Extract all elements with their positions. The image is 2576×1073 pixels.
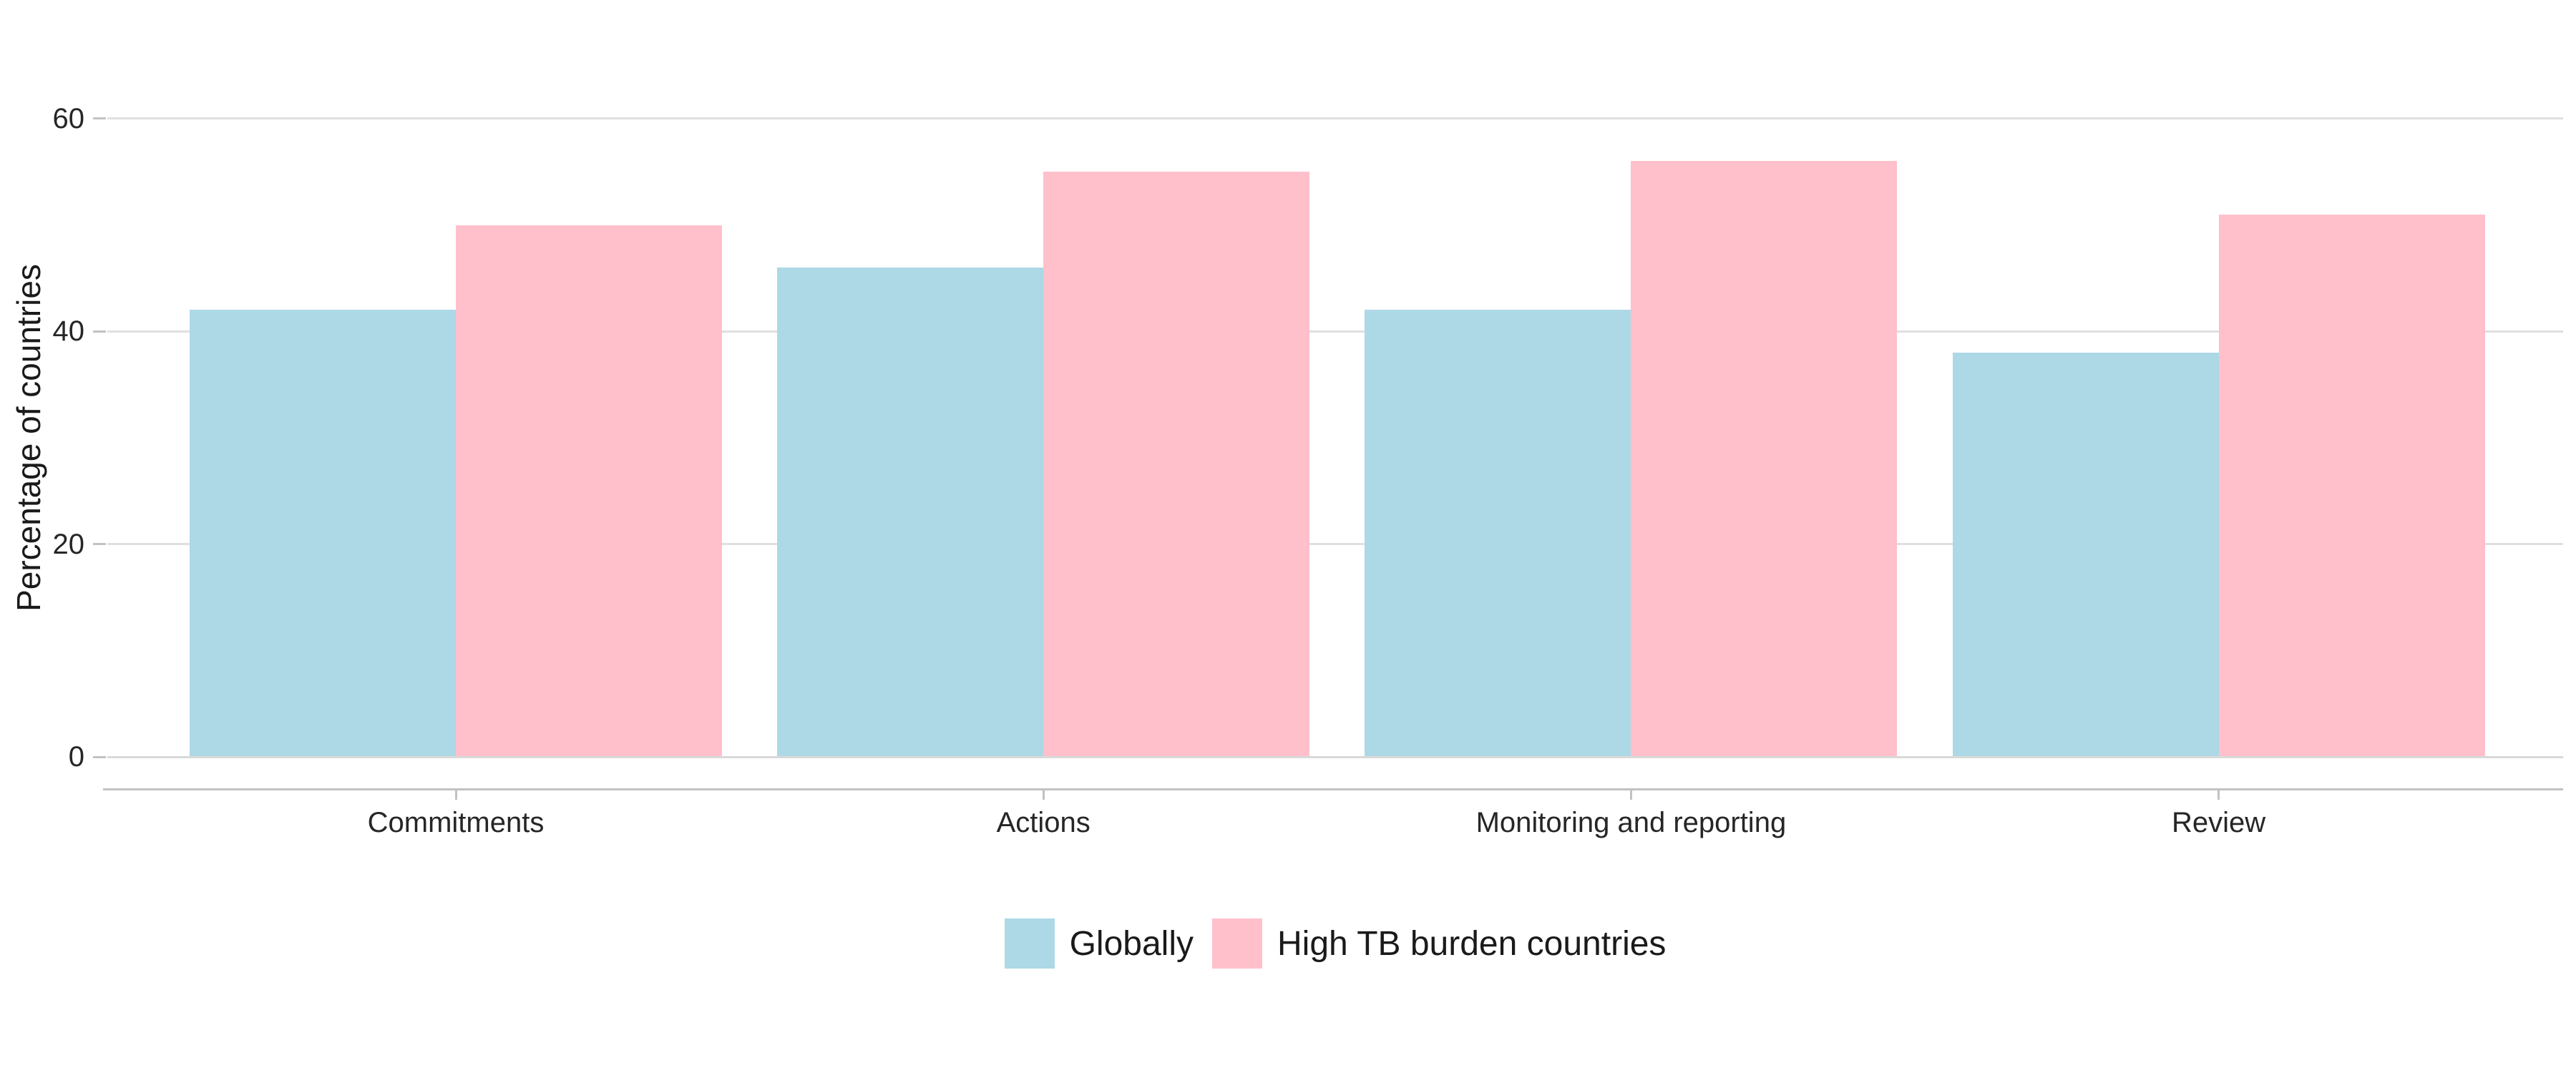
legend: Globally High TB burden countries (107, 917, 2563, 970)
gridline-40 (107, 330, 2563, 333)
y-axis-title: Percentage of countries (10, 264, 47, 612)
gridline-0 (107, 755, 2563, 758)
x-axis-label-review: Review (2172, 807, 2266, 838)
bar-high-tb-burden-countries-actions (1043, 172, 1310, 757)
y-tick-mark-40 (93, 330, 106, 333)
bar-globally-monitoring-and-reporting (1365, 310, 1631, 757)
legend-item-globally: Globally (1004, 918, 1194, 969)
x-tick-mark-review (2218, 788, 2220, 800)
bar-globally-actions (777, 267, 1044, 757)
gridline-60 (107, 117, 2563, 120)
x-axis-label-monitoring-and-reporting: Monitoring and reporting (1475, 807, 1787, 838)
y-tick-label-60: 60 (52, 102, 85, 134)
y-tick-label-40: 40 (52, 315, 85, 348)
bar-high-tb-burden-countries-review (2218, 214, 2485, 757)
y-tick-mark-20 (93, 543, 106, 546)
y-tick-mark-60 (93, 117, 106, 120)
x-tick-mark-commitments (454, 788, 457, 800)
legend-label-high-tb-burden-countries: High TB burden countries (1277, 924, 1667, 963)
bar-high-tb-burden-countries-monitoring-and-reporting (1631, 161, 1898, 757)
bar-high-tb-burden-countries-commitments (456, 225, 722, 757)
bar-globally-review (1952, 352, 2219, 757)
y-tick-mark-0 (93, 755, 106, 758)
y-tick-label-20: 20 (52, 528, 85, 560)
gridline-20 (107, 543, 2563, 546)
bar-globally-commitments (190, 310, 456, 757)
legend-key-high-tb-burden-countries (1212, 918, 1262, 969)
y-tick-label-0: 0 (68, 741, 84, 773)
x-axis-line (103, 788, 2563, 790)
x-tick-mark-actions (1042, 788, 1045, 800)
legend-item-high-tb-burden-countries: High TB burden countries (1212, 918, 1666, 969)
x-axis-label-commitments: Commitments (367, 807, 545, 838)
legend-key-globally (1004, 918, 1055, 969)
x-axis-label-actions: Actions (996, 807, 1091, 838)
x-tick-mark-monitoring-and-reporting (1629, 788, 1632, 800)
legend-label-globally: Globally (1069, 924, 1194, 963)
